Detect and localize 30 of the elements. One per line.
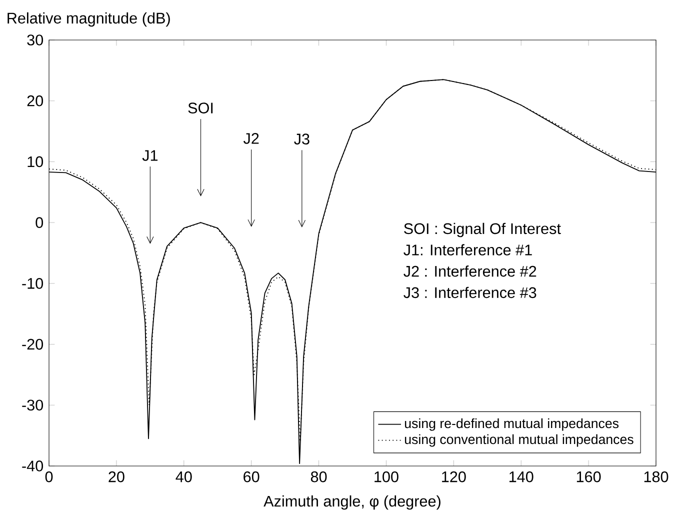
legend-label: using conventional mutual impedances <box>404 434 634 447</box>
x-axis-title: Azimuth angle, φ (degree) <box>264 495 440 510</box>
y-tick-label: -10 <box>22 278 44 289</box>
annotation: J2 <box>243 133 259 144</box>
x-tick-label: 140 <box>509 471 534 482</box>
annotation: J1: Interference #1 <box>404 244 532 256</box>
annotation: J1 <box>142 150 158 161</box>
x-tick-label: 80 <box>310 471 327 482</box>
x-tick-label: 100 <box>374 471 398 482</box>
x-tick-label: 20 <box>108 471 124 482</box>
y-axis-title: Relative magnitude (dB) <box>8 12 170 27</box>
y-tick-label: 0 <box>36 217 44 228</box>
x-tick-label: 120 <box>442 471 466 482</box>
y-tick-label: -30 <box>22 400 44 411</box>
y-tick-label: 10 <box>28 156 44 168</box>
y-tick-label: 20 <box>27 95 44 106</box>
annotation: J3 <box>294 134 310 144</box>
annotation: J3 : Interference #3 <box>404 286 536 298</box>
y-tick-label: -40 <box>22 460 44 472</box>
x-tick-label: 40 <box>176 471 192 482</box>
annotation: J2 : Interference #2 <box>404 266 536 277</box>
x-tick-label: 60 <box>244 471 260 482</box>
annotation: SOI : Signal Of Interest <box>404 222 561 238</box>
x-tick-label: 180 <box>644 471 668 482</box>
y-tick-label: -20 <box>22 338 44 350</box>
y-tick-label: 30 <box>27 34 44 46</box>
x-tick-label: 0 <box>45 471 53 482</box>
x-tick-label: 160 <box>576 471 601 482</box>
legend-label: using re-defined mutual impedances <box>404 418 619 431</box>
annotation: SOI <box>188 102 213 114</box>
